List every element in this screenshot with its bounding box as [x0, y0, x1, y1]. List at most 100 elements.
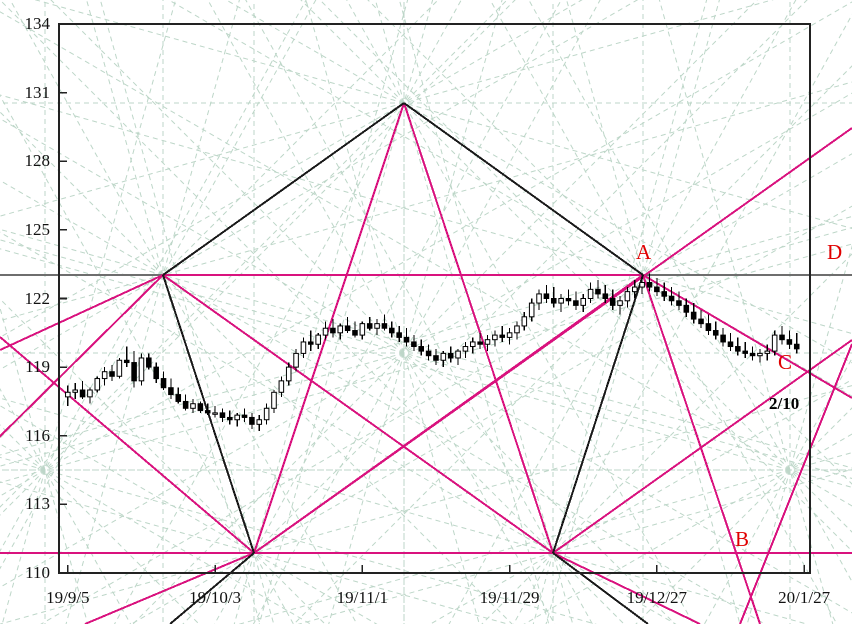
candle-body-up [455, 350, 461, 359]
candle-body-down [654, 286, 660, 293]
candle-body-up [587, 288, 594, 300]
candle-body-down [735, 346, 741, 352]
annotation-date-marker: 2/10 [769, 394, 800, 413]
candle-body-down [705, 323, 712, 332]
candle-body-down [690, 311, 697, 320]
candle-body-down [131, 362, 137, 382]
gann-fan-ray [532, 0, 708, 624]
candle-body-down [308, 341, 314, 345]
candle-body-down [389, 327, 395, 334]
candle-body-down [366, 323, 373, 329]
y-axis-tick-label: 119 [25, 357, 50, 377]
candle-body-up [470, 341, 476, 348]
candle-body-down [602, 293, 609, 300]
candle-body-down [661, 291, 668, 297]
gann-fan-ray [297, 468, 852, 624]
x-axis-tick-label: 19/10/3 [189, 588, 242, 607]
candle-body-up [315, 334, 321, 345]
candle-body-down [477, 341, 483, 345]
candle-body-up [639, 281, 645, 288]
candle-body-down [249, 416, 255, 425]
candle-body-down [779, 334, 785, 341]
black-trendline [552, 274, 644, 554]
candle-body-up [72, 389, 78, 393]
y-axis-tick-label: 116 [25, 425, 50, 445]
magenta-trendline [403, 102, 554, 554]
magenta-trendline [253, 127, 852, 554]
candle-body-up [293, 352, 299, 368]
candle-body-down [352, 330, 358, 336]
magenta-trendline [84, 552, 255, 624]
candle-body-up [212, 412, 218, 415]
candle-body-down [595, 288, 601, 295]
candle-body-up [271, 391, 277, 409]
candle-body-down [175, 394, 182, 402]
x-axis-tick-label: 19/9/5 [46, 588, 90, 607]
candle-body-down [146, 357, 152, 368]
candle-body-down [411, 341, 417, 348]
candle-body-up [65, 391, 71, 398]
candle-body-up [514, 325, 520, 334]
gann-fan-ray [658, 0, 834, 624]
candle-body-down [550, 298, 557, 304]
candle-body-up [580, 298, 587, 306]
x-axis-tick-label: 19/11/29 [479, 588, 540, 607]
candle-body-up [138, 357, 145, 382]
candle-body-down [197, 403, 204, 412]
candle-body-down [153, 366, 159, 380]
candle-body-down [712, 330, 719, 336]
x-axis-tick-label: 20/1/27 [778, 588, 831, 607]
black-trendline [162, 102, 405, 276]
gann-fan-ray [1, 0, 177, 624]
candle-body-down [609, 298, 616, 306]
candle-body-down [160, 378, 167, 389]
candle-body-up [94, 378, 101, 391]
candle-body-up [322, 327, 329, 336]
x-axis-tick-label: 19/11/1 [336, 588, 388, 607]
candle-body-down [676, 300, 682, 306]
y-axis-tick-label: 125 [24, 219, 51, 239]
candle-body-up [521, 316, 528, 327]
black-trendline [162, 274, 255, 554]
candle-body-up [764, 350, 771, 354]
annotation-d: D [827, 240, 843, 264]
candle-body-down [573, 300, 579, 306]
magenta-trendlines [0, 102, 852, 624]
axis-ticks [59, 91, 805, 573]
candle-body-up [528, 302, 535, 318]
y-axis-tick-label: 113 [25, 494, 50, 514]
candle-body-down [381, 323, 388, 329]
candle-body-up [256, 419, 263, 425]
y-axis-tick-label: 131 [24, 82, 51, 102]
black-trendline [169, 552, 255, 624]
candle-body-down [241, 414, 248, 418]
candle-body-down [204, 410, 211, 414]
candle-body-down [499, 334, 506, 338]
annotation-b: B [735, 527, 750, 551]
magenta-trendline [0, 336, 255, 554]
candle-body-down [433, 355, 439, 361]
candle-body-down [344, 325, 351, 332]
candle-body-up [87, 389, 93, 398]
